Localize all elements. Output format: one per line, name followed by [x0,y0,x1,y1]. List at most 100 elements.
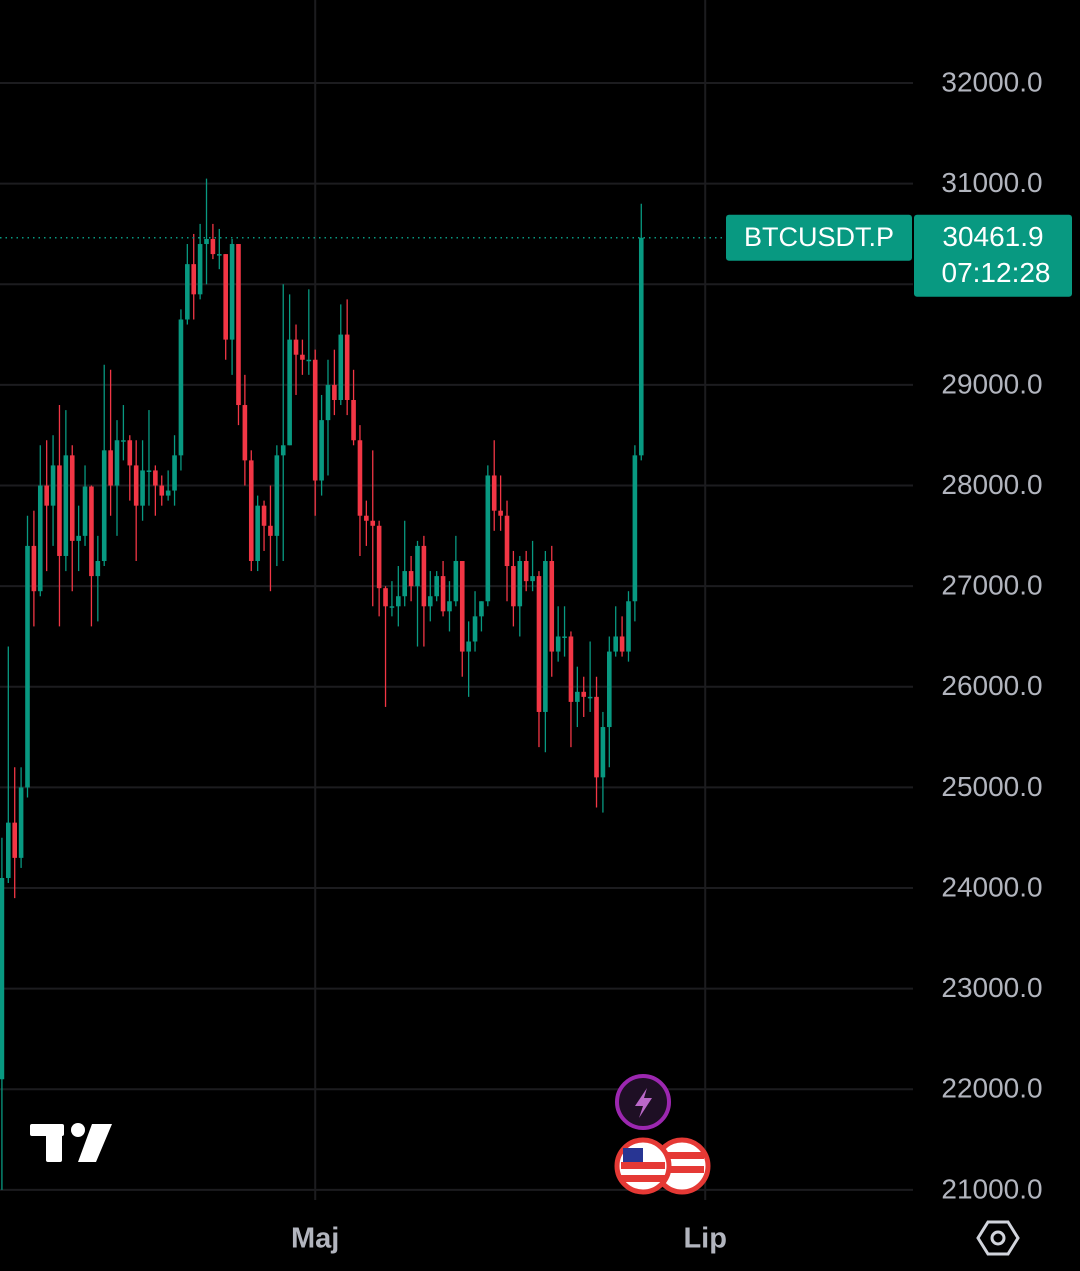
candle-body [89,486,94,577]
candle-body [44,485,49,506]
candle-body [280,445,286,456]
candle-body [140,470,145,506]
candle-body [396,596,401,607]
candle-body [568,636,574,702]
candle-body [306,359,312,362]
candle-body [133,465,139,506]
candle-body [472,616,478,642]
candle-body [511,566,516,607]
y-tick-label: 22000.0 [941,1073,1042,1104]
candle-body [383,588,388,607]
candles [0,178,913,1190]
candle-body [159,485,165,496]
candle-body [82,486,88,536]
settings-button[interactable] [976,1220,1020,1256]
y-tick-label: 21000.0 [941,1173,1042,1204]
candle-body [485,475,491,602]
y-tick-label: 28000.0 [941,469,1042,500]
candle-body [536,576,542,712]
candle-body [408,571,414,587]
candle-body [31,545,37,592]
y-tick-label: 29000.0 [941,368,1042,399]
candle-body [498,510,503,516]
candle-body [607,651,612,728]
event-icons[interactable] [614,1074,711,1195]
candle-body [619,636,625,652]
candle-body [210,238,216,255]
y-tick-label: 25000.0 [941,771,1042,802]
logo [30,1123,112,1162]
candle-body [229,244,235,340]
candle-body [146,470,152,472]
candle-body [440,576,446,612]
candle-body [421,545,427,607]
candle-body [389,606,395,608]
candle-body [216,254,222,256]
candle-body [191,264,197,295]
candle-body [357,440,363,516]
candle-body [581,691,587,697]
candle-body [402,571,408,597]
candle-body [223,254,228,340]
candle-body [562,636,567,638]
symbol-label: BTCUSDT.P [744,222,894,252]
candle-body [25,545,30,788]
candle-body [587,696,593,699]
candle-body [95,561,101,577]
candle-body [204,238,209,245]
candle-body [165,490,171,496]
candle-body [178,319,184,456]
candle-body [364,515,369,521]
candle-body [523,561,529,582]
candle-body [575,691,580,702]
candle-body [351,400,356,441]
y-tick-label: 27000.0 [941,570,1042,601]
candle-body [114,440,120,486]
y-tick-label: 24000.0 [941,871,1042,902]
candle-body [293,339,299,355]
candle-body [613,636,619,652]
axes: 21000.0 22000.0 23000.0 24000.0 25000.0 26000… [291,66,1072,1255]
candle-body [517,561,523,607]
candle-body [415,545,420,587]
candle-body [434,576,439,597]
candle-body [594,696,599,778]
candle-body [172,455,177,491]
candle-body [376,525,382,589]
candle-body [0,877,5,1080]
candle-body [121,440,126,442]
candle-body [153,470,158,486]
candle-body [76,535,81,541]
candle-body [57,465,62,556]
candle-body [632,455,638,602]
countdown-label: 07:12:28 [942,257,1051,288]
candle-body [242,405,248,461]
candle-body [338,334,344,400]
y-tick-label: 26000.0 [941,670,1042,701]
candle-body [427,596,433,607]
candle-body [479,601,484,617]
candle-body [600,727,606,778]
candle-body [319,420,324,481]
candle-body [332,384,337,400]
candle-body [37,485,43,592]
candle-body [447,601,452,612]
candle-body [101,450,107,562]
candle-body [491,475,497,511]
grid [0,0,913,1200]
y-tick-label: 31000.0 [941,167,1042,198]
candle-body [255,505,260,562]
x-tick-label: Lip [683,1223,727,1255]
candle-body [69,455,75,541]
symbol-badge [726,214,912,261]
candle-body [274,455,280,536]
candle-body [370,520,376,526]
candle-body [236,244,241,406]
candle-body [6,822,11,878]
candle-body [453,561,459,602]
candle-body [261,505,267,526]
candle-body [555,636,561,652]
candle-body [543,561,548,712]
candle-body [549,561,555,652]
